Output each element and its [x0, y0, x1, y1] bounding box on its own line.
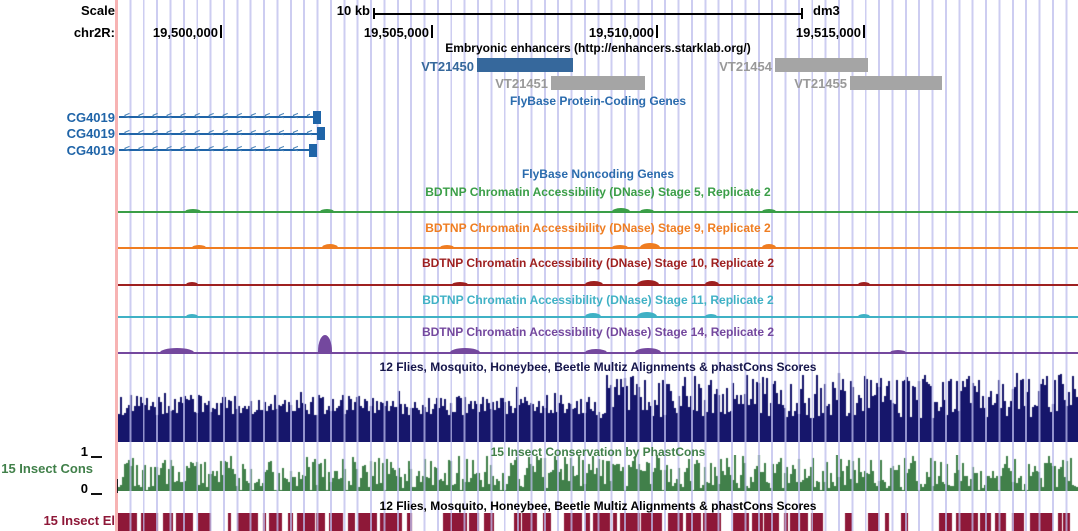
signal-peak	[705, 314, 717, 317]
strand-chevrons-left: <<<<<<<<<<<<<<	[124, 128, 312, 139]
track-title-multiz-bottom[interactable]: 12 Flies, Mosquito, Honeybee, Beetle Mul…	[379, 499, 817, 513]
enhancer-label-vt21450[interactable]: VT21450	[421, 59, 474, 74]
scale-bar	[373, 13, 803, 15]
gene-label-cg4019[interactable]: CG4019	[66, 110, 115, 125]
signal-peak	[186, 314, 198, 317]
signal-peak	[637, 312, 657, 317]
strand-chevrons-left: <<<<<<<<<<<<<<	[124, 111, 310, 122]
signal-peak	[585, 349, 607, 353]
track-title-bdtnp-stage10[interactable]: BDTNP Chromatin Accessibility (DNase) St…	[421, 256, 775, 270]
track-title-bdtnp-stage14[interactable]: BDTNP Chromatin Accessibility (DNase) St…	[421, 325, 775, 339]
coordinate-tick	[863, 25, 865, 38]
signal-peak	[762, 209, 776, 212]
track-title-flybase-coding[interactable]: FlyBase Protein-Coding Genes	[509, 94, 687, 108]
phastcons-axis-min: 0	[80, 481, 88, 496]
enhancer-label-vt21455[interactable]: VT21455	[794, 76, 847, 91]
track-title-phastcons[interactable]: 15 Insect Conservation by PhastCons	[490, 445, 706, 459]
signal-peak	[890, 350, 906, 353]
enhancer-feature-vt21451[interactable]	[551, 76, 645, 90]
coordinate-tick	[431, 25, 433, 38]
phastcons-track-label[interactable]: 15 Insect Cons	[1, 461, 93, 476]
signal-peak	[585, 281, 603, 285]
signal-peak	[858, 314, 870, 317]
signal-peak	[192, 245, 206, 248]
signal-peak	[185, 209, 201, 212]
signal-peak	[858, 282, 870, 285]
gene-exon-block[interactable]	[313, 111, 321, 124]
signal-peak	[705, 281, 719, 285]
signal-peak	[612, 245, 628, 248]
track-title-bdtnp-stage5[interactable]: BDTNP Chromatin Accessibility (DNase) St…	[425, 185, 771, 199]
signal-peak	[637, 280, 659, 285]
signal-peak	[160, 348, 194, 353]
scale-bar-value: 10 kb	[336, 3, 370, 18]
coordinate-tick	[220, 25, 222, 38]
multiz-histogram[interactable]	[118, 372, 1078, 442]
signal-peak	[612, 208, 630, 212]
insect-elements-track-label[interactable]: 15 Insect El	[43, 513, 115, 528]
chromosome-label: chr2R:	[73, 25, 115, 40]
scale-label: Scale	[81, 3, 115, 18]
phastcons-histogram[interactable]	[118, 455, 1078, 491]
signal-peak	[320, 209, 334, 212]
enhancer-label-vt21451[interactable]: VT21451	[495, 76, 548, 91]
scale-bar-right-tick	[801, 8, 803, 19]
gene-label-cg4019[interactable]: CG4019	[66, 143, 115, 158]
enhancer-feature-vt21455[interactable]	[850, 76, 942, 90]
phastcons-axis-max: 1	[80, 444, 88, 459]
assembly-label: dm3	[813, 3, 840, 18]
signal-peak	[322, 244, 338, 248]
coordinate-tick	[656, 25, 658, 38]
track-title-bdtnp-stage11[interactable]: BDTNP Chromatin Accessibility (DNase) St…	[422, 293, 774, 307]
signal-peak	[452, 282, 468, 285]
coordinate-label: 19,500,000	[152, 25, 218, 40]
signal-peak	[640, 209, 654, 212]
enhancer-feature-vt21450[interactable]	[477, 58, 573, 72]
gene-label-cg4019[interactable]: CG4019	[66, 126, 115, 141]
track-title-embryonic-enhancers[interactable]: Embryonic enhancers (http://enhancers.st…	[445, 41, 751, 55]
track-title-multiz[interactable]: 12 Flies, Mosquito, Honeybee, Beetle Mul…	[379, 360, 817, 374]
enhancer-label-vt21454[interactable]: VT21454	[719, 59, 772, 74]
signal-peak	[450, 348, 480, 353]
coordinate-label: 19,505,000	[363, 25, 429, 40]
coordinate-label: 19,510,000	[588, 25, 654, 40]
signal-peak	[640, 243, 660, 248]
signal-peak	[440, 245, 454, 248]
signal-peak	[635, 348, 661, 353]
strand-chevrons-left: <<<<<<<<<<<<<<	[124, 144, 306, 155]
signal-peak	[186, 282, 198, 285]
signal-peak	[762, 244, 776, 248]
gene-exon-block[interactable]	[317, 127, 325, 140]
signal-peak	[585, 313, 601, 317]
insect-elements-blocks[interactable]	[118, 513, 1078, 531]
track-title-flybase-noncoding[interactable]: FlyBase Noncoding Genes	[521, 167, 675, 181]
signal-baseline	[118, 211, 1078, 213]
phastcons-axis-line	[117, 479, 118, 493]
phastcons-axis-max-tick	[91, 456, 102, 458]
signal-baseline	[118, 247, 1078, 249]
phastcons-axis-min-tick	[91, 493, 102, 495]
enhancer-feature-vt21454[interactable]	[775, 58, 868, 72]
coordinate-label: 19,515,000	[795, 25, 861, 40]
gene-exon-block[interactable]	[309, 144, 317, 157]
track-title-bdtnp-stage9[interactable]: BDTNP Chromatin Accessibility (DNase) St…	[425, 221, 771, 235]
